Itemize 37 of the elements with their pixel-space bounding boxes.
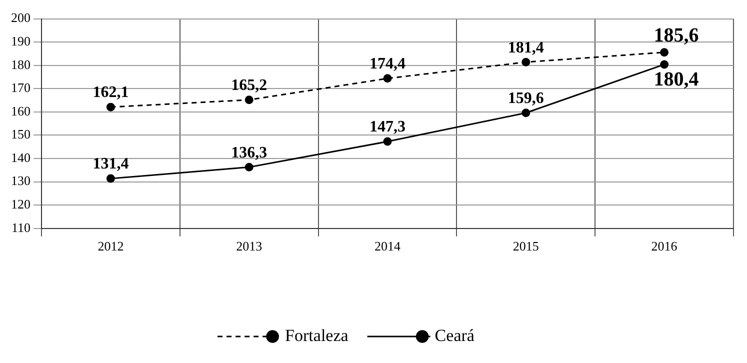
legend-label: Fortaleza — [285, 326, 349, 345]
data-label: 174,4 — [370, 56, 406, 73]
data-label: 162,1 — [92, 84, 129, 102]
point — [106, 102, 115, 112]
data-label: 136,3 — [231, 144, 268, 162]
data-label: 165,2 — [231, 76, 268, 94]
x-tick-label: 2015 — [512, 238, 539, 254]
data-label: 185,6 — [654, 24, 699, 47]
point — [522, 108, 530, 118]
point — [660, 60, 669, 69]
y-tick-label: 170 — [11, 80, 30, 96]
y-tick-label: 120 — [11, 196, 30, 212]
point — [106, 174, 115, 183]
point — [522, 58, 530, 66]
x-tick-label: 2016 — [651, 238, 678, 254]
point — [383, 137, 392, 146]
y-tick-label: 190 — [11, 34, 30, 49]
x-tick-label: 2012 — [98, 238, 124, 254]
data-label: 180,4 — [654, 68, 699, 91]
x-tick-label: 2013 — [236, 238, 262, 254]
legend-label: Ceará — [434, 326, 475, 345]
y-tick-label: 180 — [11, 56, 30, 72]
data-label: 181,4 — [508, 39, 544, 56]
point — [244, 96, 254, 104]
y-tick-label: 140 — [11, 150, 30, 165]
y-tick-label: 130 — [11, 173, 30, 188]
data-label: 147,3 — [370, 118, 406, 136]
data-label: 131,4 — [92, 156, 129, 173]
y-tick-label: 160 — [11, 103, 30, 118]
y-tick-label: 200 — [11, 10, 30, 26]
x-tick-label: 2014 — [374, 238, 401, 254]
y-tick-label: 110 — [11, 220, 30, 235]
data-label: 159,6 — [508, 90, 544, 108]
point — [383, 74, 392, 83]
y-tick-label: 150 — [11, 126, 30, 142]
point — [660, 48, 669, 57]
point — [244, 162, 254, 172]
